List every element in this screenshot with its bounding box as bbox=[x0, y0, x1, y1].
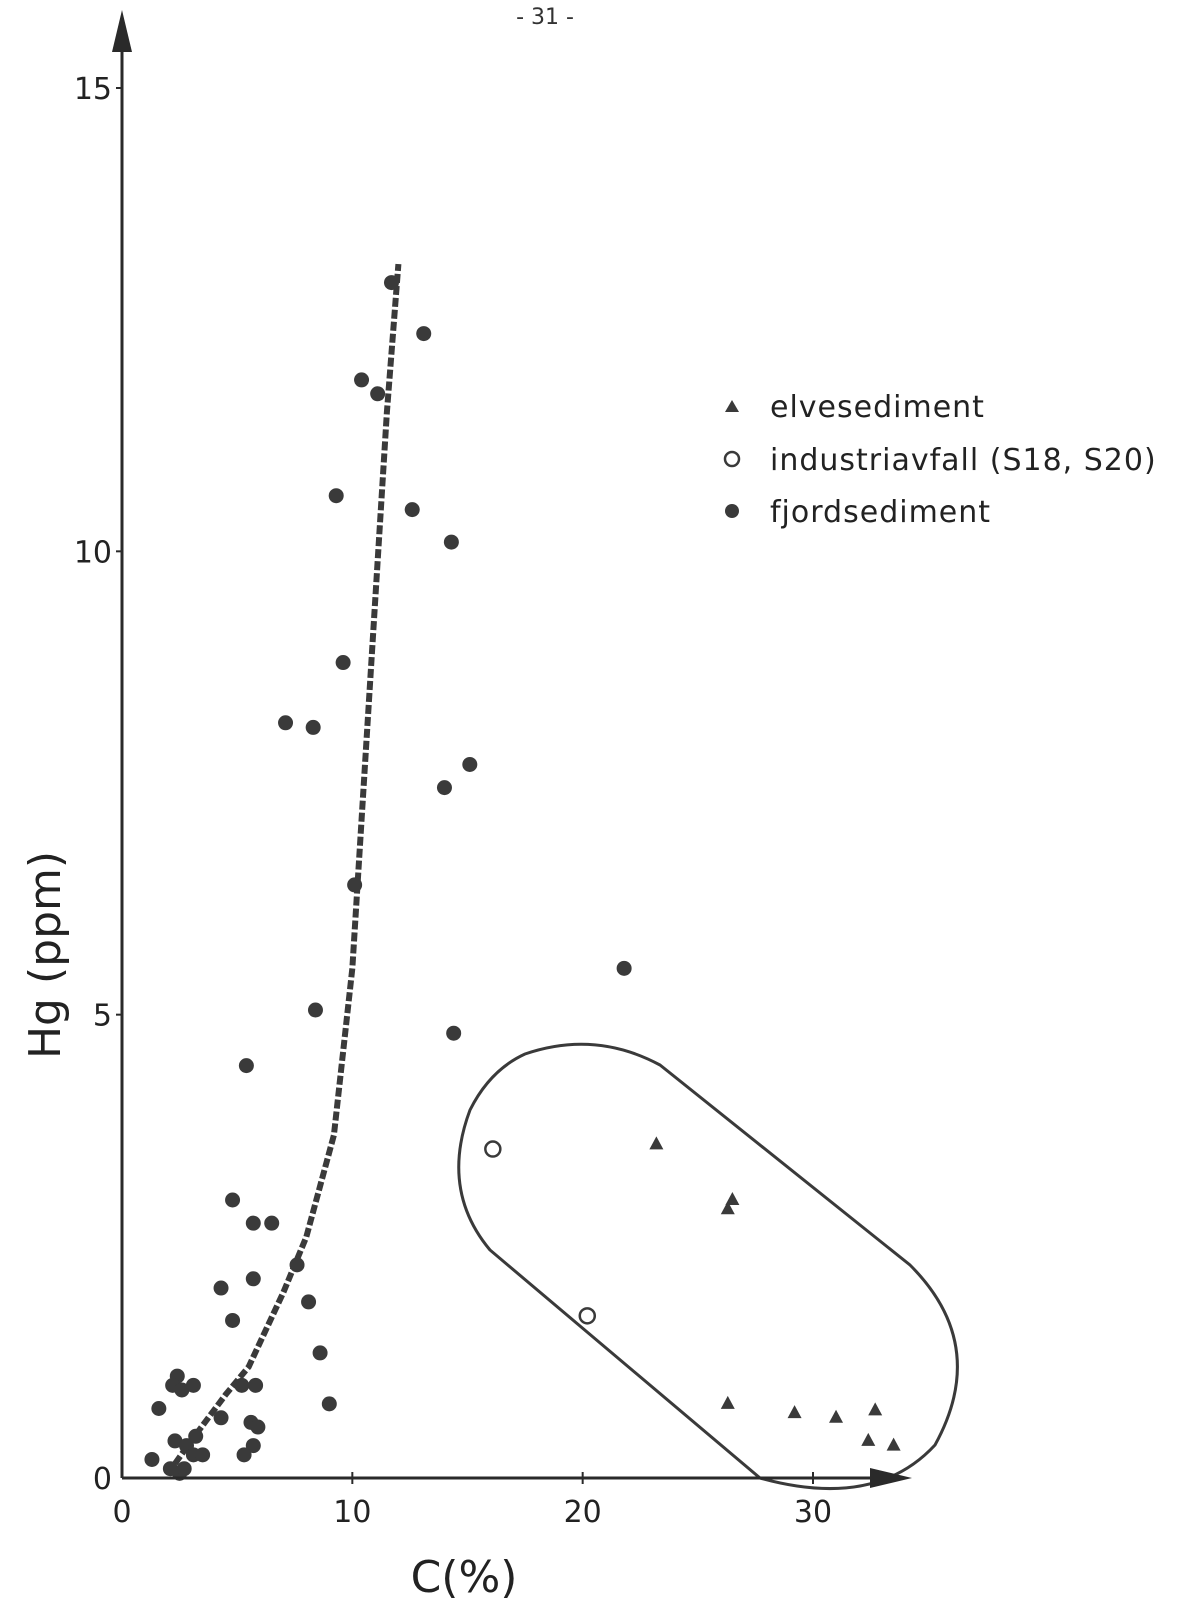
data-point-filled-circle bbox=[307, 1002, 323, 1018]
data-point-filled-circle bbox=[250, 1419, 266, 1435]
data-point-triangle bbox=[787, 1405, 802, 1419]
legend-triangle-icon bbox=[725, 400, 739, 412]
data-point-triangle bbox=[720, 1201, 735, 1215]
data-point-triangle bbox=[720, 1395, 735, 1409]
x-tick-label: 10 bbox=[333, 1495, 371, 1530]
page-number: - 31 - bbox=[516, 5, 574, 30]
legend-label-industriavfall: industriavfall (S18, S20) bbox=[770, 443, 1157, 478]
data-point-triangle bbox=[886, 1437, 901, 1451]
data-point-filled-circle bbox=[404, 502, 420, 518]
data-point-filled-circle bbox=[185, 1377, 201, 1393]
x-axis-title: C(%) bbox=[411, 1552, 518, 1603]
data-point-filled-circle bbox=[436, 780, 452, 796]
data-point-filled-circle bbox=[151, 1401, 167, 1416]
data-point-filled-circle bbox=[383, 275, 399, 291]
data-point-filled-circle bbox=[321, 1396, 337, 1412]
data-point-filled-circle bbox=[416, 326, 432, 342]
data-point-filled-circle bbox=[328, 488, 344, 504]
data-point-filled-circle bbox=[195, 1447, 211, 1463]
x-tick-label: 30 bbox=[794, 1495, 832, 1530]
data-point-filled-circle bbox=[236, 1447, 252, 1463]
data-point-filled-circle bbox=[234, 1377, 250, 1393]
data-point-open-circle bbox=[484, 1140, 502, 1158]
data-point-triangle bbox=[868, 1402, 883, 1416]
data-point-filled-circle bbox=[289, 1257, 305, 1273]
data-point-triangle bbox=[861, 1432, 876, 1446]
data-point-filled-circle bbox=[462, 756, 478, 772]
data-point-filled-circle bbox=[278, 715, 294, 731]
data-point-triangle bbox=[829, 1409, 844, 1423]
trend-curve-layer bbox=[165, 263, 402, 1476]
data-point-filled-circle bbox=[443, 534, 459, 550]
y-axis-arrow bbox=[112, 10, 132, 52]
data-point-filled-circle bbox=[347, 877, 363, 893]
legend-filled-circle-icon bbox=[725, 504, 739, 518]
data-point-filled-circle bbox=[245, 1438, 261, 1454]
data-point-filled-circle bbox=[616, 960, 632, 976]
data-point-filled-circle bbox=[305, 719, 321, 735]
y-tick-label: 0 bbox=[93, 1462, 112, 1497]
data-point-filled-circle bbox=[264, 1215, 280, 1231]
data-point-filled-circle bbox=[225, 1192, 241, 1208]
x-tick-label: 20 bbox=[564, 1495, 602, 1530]
data-point-filled-circle bbox=[174, 1382, 190, 1398]
trend-curve bbox=[165, 263, 402, 1476]
data-point-filled-circle bbox=[335, 655, 351, 671]
legend: elvesediment industriavfall (S18, S20) f… bbox=[723, 390, 1157, 530]
x-axis-arrow bbox=[870, 1468, 912, 1488]
cluster-outline bbox=[457, 1042, 959, 1491]
legend-label-elvesediment: elvesediment bbox=[770, 390, 985, 425]
data-point-filled-circle bbox=[167, 1433, 183, 1449]
data-points-layer bbox=[144, 275, 901, 1481]
y-tick-label: 5 bbox=[93, 999, 112, 1034]
data-point-filled-circle bbox=[144, 1451, 160, 1467]
ticks-layer: 0 10 20 30 0 5 10 15 bbox=[74, 72, 832, 1530]
data-point-filled-circle bbox=[245, 1215, 261, 1231]
data-point-filled-circle bbox=[176, 1461, 192, 1477]
data-point-open-circle bbox=[578, 1307, 597, 1325]
data-point-filled-circle bbox=[213, 1280, 229, 1296]
legend-label-fjordsediment: fjordsediment bbox=[770, 495, 991, 530]
data-point-filled-circle bbox=[446, 1025, 462, 1041]
data-point-filled-circle bbox=[188, 1428, 204, 1444]
y-tick-label: 15 bbox=[74, 72, 112, 107]
data-point-filled-circle bbox=[301, 1294, 317, 1310]
data-point-filled-circle bbox=[248, 1377, 264, 1393]
data-point-triangle bbox=[649, 1136, 664, 1150]
data-point-filled-circle bbox=[245, 1271, 261, 1287]
data-point-filled-circle bbox=[225, 1312, 241, 1328]
data-point-filled-circle bbox=[354, 372, 370, 388]
y-tick-label: 10 bbox=[74, 535, 112, 570]
data-point-filled-circle bbox=[370, 386, 386, 402]
data-point-triangle bbox=[725, 1192, 740, 1205]
legend-open-circle-icon bbox=[723, 450, 741, 468]
x-tick-label: 0 bbox=[112, 1495, 131, 1530]
data-point-filled-circle bbox=[312, 1345, 328, 1361]
data-point-filled-circle bbox=[238, 1058, 254, 1074]
y-axis-title: Hg (ppm) bbox=[20, 851, 71, 1059]
data-point-filled-circle bbox=[213, 1410, 229, 1426]
